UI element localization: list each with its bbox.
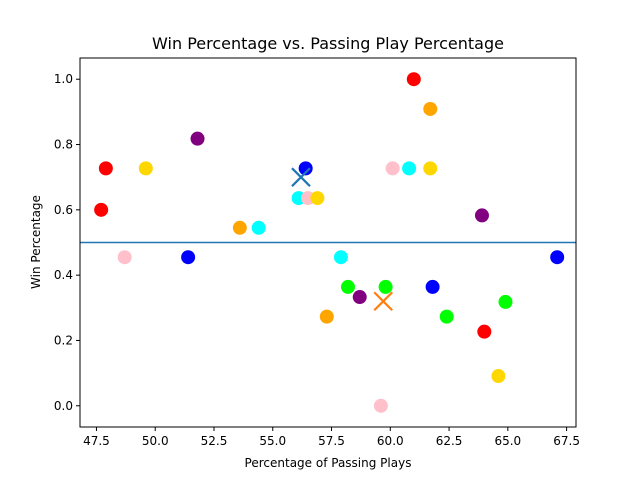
data-point xyxy=(340,279,355,294)
data-point xyxy=(190,131,205,146)
x-tick-label: 65.0 xyxy=(494,434,521,448)
data-point xyxy=(310,191,325,206)
data-point xyxy=(373,398,388,413)
plot-area xyxy=(80,72,576,413)
data-point xyxy=(425,279,440,294)
x-tick-label: 52.5 xyxy=(201,434,228,448)
chart-title: Win Percentage vs. Passing Play Percenta… xyxy=(152,34,504,53)
x-tick-label: 67.5 xyxy=(553,434,580,448)
data-point xyxy=(333,250,348,265)
x-tick-label: 60.0 xyxy=(377,434,404,448)
x-tick-label: 62.5 xyxy=(436,434,463,448)
plot-frame xyxy=(79,57,577,428)
y-axis-title: Win Percentage xyxy=(29,195,43,289)
axes: 47.5 50.0 52.5 55.0 57.5 60.0 62.5 65.0 67.5 0.0 0… xyxy=(54,72,580,448)
data-point xyxy=(138,161,153,176)
data-point xyxy=(498,294,513,309)
data-point xyxy=(406,72,421,87)
data-point xyxy=(378,279,393,294)
data-point xyxy=(474,208,489,223)
data-point xyxy=(550,250,565,265)
data-point xyxy=(181,250,196,265)
data-point xyxy=(491,369,506,384)
y-tick-label: 0.8 xyxy=(54,138,73,152)
data-point xyxy=(117,250,132,265)
y-tick-label: 0.0 xyxy=(54,399,73,413)
data-point xyxy=(319,309,334,324)
x-axis-title: Percentage of Passing Plays xyxy=(245,456,412,470)
x-tick-label: 50.0 xyxy=(142,434,169,448)
data-point xyxy=(352,290,367,305)
data-point xyxy=(423,161,438,176)
y-tick-label: 0.6 xyxy=(54,203,73,217)
data-point xyxy=(98,161,113,176)
x-tick-label: 47.5 xyxy=(83,434,110,448)
data-point xyxy=(94,202,109,217)
data-point xyxy=(251,220,266,235)
data-point xyxy=(402,161,417,176)
data-point xyxy=(439,309,454,324)
data-point xyxy=(298,161,313,176)
x-tick-label: 57.5 xyxy=(318,434,345,448)
centroid-marker xyxy=(373,291,394,312)
y-tick-label: 0.4 xyxy=(54,268,73,282)
centroid-marker xyxy=(291,167,311,187)
data-point xyxy=(385,161,400,176)
y-tick-label: 1.0 xyxy=(54,72,73,86)
x-tick-label: 55.0 xyxy=(259,434,286,448)
data-point xyxy=(423,101,438,116)
data-point xyxy=(232,220,247,235)
data-point xyxy=(477,324,492,339)
y-tick-label: 0.2 xyxy=(54,333,73,347)
